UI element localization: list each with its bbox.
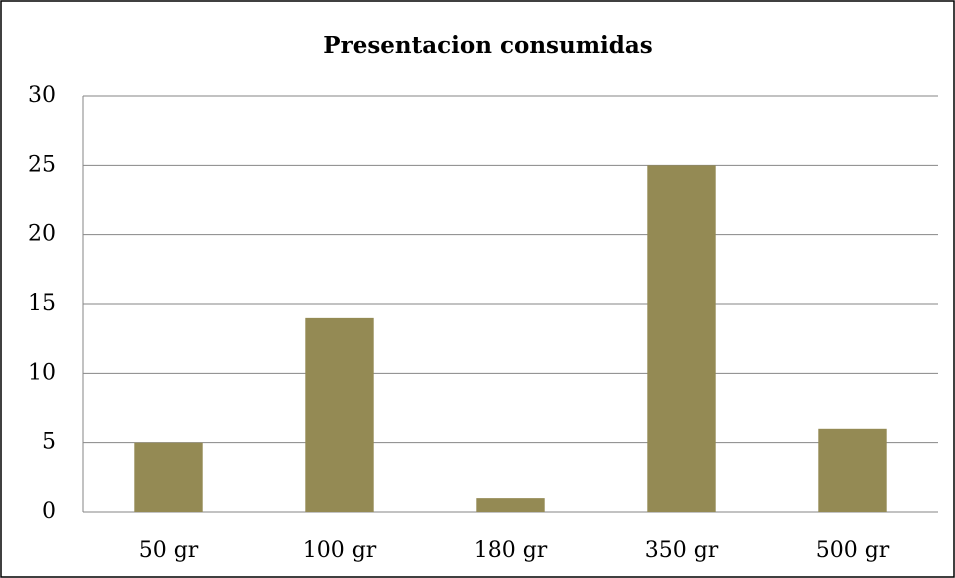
x-tick-label: 350 gr — [645, 538, 719, 563]
bar — [305, 317, 374, 512]
y-tick-label: 20 — [28, 222, 56, 247]
y-tick-label: 0 — [42, 499, 56, 524]
y-tick-label: 10 — [28, 360, 56, 385]
chart-title: Presentacion consumidas — [323, 32, 652, 59]
x-tick-label: 180 gr — [474, 538, 548, 563]
x-tick-label: 50 gr — [139, 538, 199, 563]
x-tick-label: 100 gr — [303, 538, 377, 563]
y-tick-label: 30 — [28, 83, 56, 108]
y-tick-label: 5 — [42, 430, 56, 455]
bar — [134, 442, 203, 512]
y-tick-label: 25 — [28, 152, 56, 177]
bar — [647, 165, 716, 513]
x-tick-label: 500 gr — [816, 538, 890, 563]
bar — [818, 428, 887, 512]
y-tick-label: 15 — [28, 291, 56, 316]
bar — [476, 498, 545, 512]
